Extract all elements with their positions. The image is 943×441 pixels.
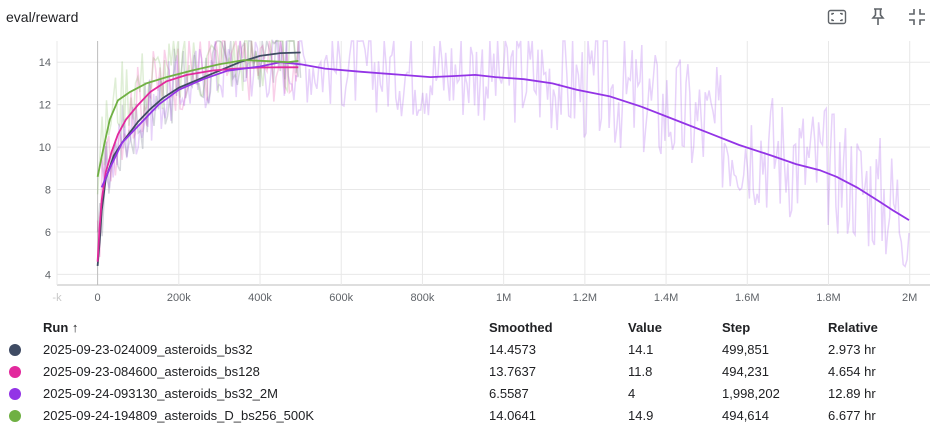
raw-trace-3	[100, 39, 910, 268]
cell-smoothed: 13.7637	[489, 364, 536, 379]
cell-relative: 2.973 hr	[828, 342, 876, 357]
cell-value: 14.1	[628, 342, 654, 357]
x-tick-label: 1.2M	[573, 292, 597, 304]
cell-step: 494,614	[722, 408, 769, 423]
value-column-header[interactable]: Value	[628, 320, 662, 335]
cell-relative: 6.677 hr	[828, 408, 876, 423]
series-line-3[interactable]	[100, 61, 910, 221]
line-chart[interactable]: 4 6 8 10 12 14 -k 0 200k 400k 600k 800k 1M 1.2M 1.4M 1…	[0, 34, 943, 304]
x-tick-label: 800k	[411, 292, 435, 304]
x-tick-label: 200k	[167, 292, 191, 304]
run-color-dot	[9, 410, 21, 422]
table-row[interactable]: 2025-09-24-194809_asteroids_D_bs256_500K…	[0, 406, 943, 426]
run-color-dot	[9, 388, 21, 400]
table-header: Run ↑ Smoothed Value Step Relative	[0, 318, 943, 338]
cell-relative: 12.89 hr	[828, 386, 876, 401]
x-tick-label: 1M	[496, 292, 511, 304]
cell-run: 2025-09-23-024009_asteroids_bs32	[43, 342, 253, 357]
x-tick-label: 600k	[329, 292, 353, 304]
fit-domain-icon[interactable]	[826, 6, 848, 28]
cell-run: 2025-09-23-084600_asteroids_bs128	[43, 364, 260, 379]
cell-value: 11.8	[628, 364, 653, 379]
collapse-icon[interactable]	[906, 6, 928, 28]
y-tick-label: 14	[39, 57, 51, 69]
smoothed-column-header[interactable]: Smoothed	[489, 320, 553, 335]
cell-value: 14.9	[628, 408, 654, 423]
cell-step: 1,998,202	[722, 386, 780, 401]
table-row[interactable]: 2025-09-24-093130_asteroids_bs32_2M 6.558…	[0, 384, 943, 404]
y-tick-label: 4	[45, 269, 51, 281]
cell-relative: 4.654 hr	[828, 364, 876, 379]
x-tick-label: 400k	[248, 292, 272, 304]
pin-icon[interactable]	[867, 6, 889, 28]
cell-run: 2025-09-24-194809_asteroids_D_bs256_500K	[43, 408, 315, 423]
x-tick-label: 0	[95, 292, 101, 304]
cell-run: 2025-09-24-093130_asteroids_bs32_2M	[43, 386, 278, 401]
cell-step: 499,851	[722, 342, 769, 357]
step-column-header[interactable]: Step	[722, 320, 751, 335]
series-line-4[interactable]	[96, 59, 299, 177]
cell-smoothed: 14.0641	[489, 408, 536, 423]
y-tick-label: 12	[39, 100, 51, 112]
table-row[interactable]: 2025-09-23-024009_asteroids_bs32 14.4573 1…	[0, 340, 943, 360]
chart-title: eval/reward	[6, 9, 79, 25]
y-tick-label: 10	[39, 142, 51, 154]
x-tick-label: 1.4M	[654, 292, 678, 304]
cell-step: 494,231	[722, 364, 769, 379]
relative-column-header[interactable]: Relative	[828, 320, 878, 335]
run-color-dot	[9, 366, 21, 378]
x-tick-label: 1.8M	[816, 292, 840, 304]
cell-smoothed: 6.5587	[489, 386, 529, 401]
x-tick-label: 1.6M	[735, 292, 759, 304]
cell-value: 4	[628, 386, 636, 401]
x-tick-label: 2M	[902, 292, 917, 304]
sort-ascending-icon[interactable]: ↑	[71, 320, 79, 335]
run-column-header[interactable]: Run ↑	[43, 320, 79, 335]
cell-smoothed: 14.4573	[489, 342, 536, 357]
raw-trace-1	[96, 39, 302, 237]
y-tick-label: 8	[45, 185, 51, 197]
run-color-dot	[9, 344, 21, 356]
table-row[interactable]: 2025-09-23-084600_asteroids_bs128 13.7637…	[0, 362, 943, 382]
x-tick-label: -k	[52, 292, 62, 304]
y-tick-label: 6	[45, 227, 51, 239]
